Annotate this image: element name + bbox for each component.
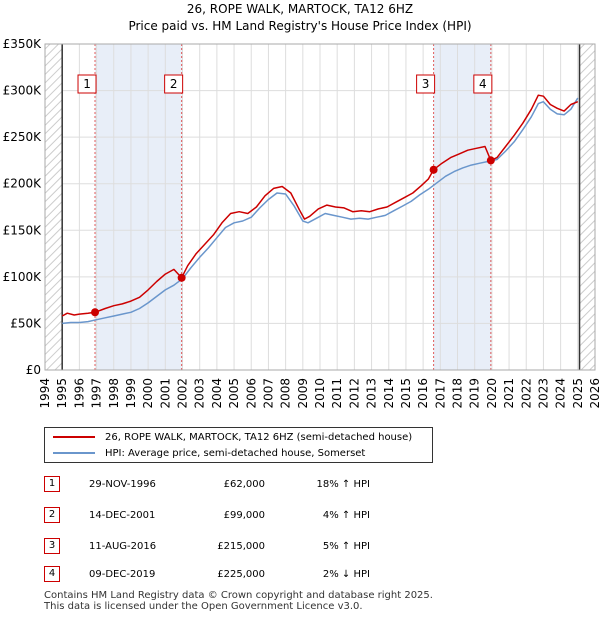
transaction-label-box [473,74,493,94]
transaction-date: 09-DEC-2019 [89,569,156,580]
sale-point [177,273,186,282]
x-tick-label: 2025 [571,378,585,409]
transaction-number: 4 [44,566,60,582]
x-tick-label: 2015 [399,378,413,409]
y-tick-label: £200K [3,177,43,191]
footer-line2: This data is licensed under the Open Gov… [44,601,363,612]
x-tick-label: 1998 [107,378,121,409]
legend-hpi-label: HPI: Average price, semi-detached house,… [105,447,366,459]
x-tick-label: 2010 [313,378,327,409]
y-tick-label: £0 [26,363,41,377]
x-tick-label: 2005 [227,378,241,409]
footer-line1: Contains HM Land Registry data © Crown c… [44,590,433,601]
x-tick-label: 2012 [347,378,361,409]
x-tick-label: 2013 [365,378,379,409]
transaction-label-number: 1 [83,77,91,91]
sale-point [91,308,100,317]
shaded-period [95,44,182,370]
x-tick-label: 2009 [296,378,310,409]
y-tick-label: £100K [3,270,43,284]
x-tick-label: 2023 [536,378,550,409]
y-tick-label: £50K [10,316,42,330]
legend-price-swatch [53,436,95,438]
x-tick-label: 2014 [382,378,396,409]
x-tick-label: 1999 [124,378,138,409]
transaction-hpi-change: 5% ↑ HPI [322,541,370,552]
x-tick-label: 2022 [519,378,533,409]
y-tick-label: £250K [3,130,43,144]
transaction-price: £215,000 [217,541,265,552]
x-tick-label: 2000 [141,378,155,409]
x-tick-label: 1997 [90,378,104,409]
x-tick-label: 2021 [502,378,516,409]
transaction-number: 1 [44,476,60,492]
transaction-hpi-change: 18% ↑ HPI [316,479,370,490]
transaction-row: 4 09-DEC-2019 £225,000 2% ↓ HPI [44,566,384,586]
x-tick-label: 2018 [451,378,465,409]
transaction-row: 1 29-NOV-1996 £62,000 18% ↑ HPI [44,476,384,496]
y-tick-label: £300K [3,84,43,98]
x-tick-label: 2002 [176,378,190,409]
transaction-hpi-change: 4% ↑ HPI [322,510,370,521]
transaction-label-number: 3 [422,77,430,91]
transaction-row: 3 11-AUG-2016 £215,000 5% ↑ HPI [44,538,384,558]
x-tick-label: 1995 [55,378,69,409]
x-tick-label: 2008 [279,378,293,409]
legend-item-price: 26, ROPE WALK, MARTOCK, TA12 6HZ (semi-d… [53,429,412,445]
x-tick-label: 2026 [588,378,600,409]
transaction-date: 11-AUG-2016 [89,541,157,552]
transaction-number: 2 [44,507,60,523]
chart-title-line1: 26, ROPE WALK, MARTOCK, TA12 6HZ [187,2,413,16]
transaction-label-box [77,74,97,94]
transaction-date: 14-DEC-2001 [89,510,156,521]
no-data-region-right [579,44,595,370]
transaction-label-number: 4 [479,77,487,91]
chart-legend: 26, ROPE WALK, MARTOCK, TA12 6HZ (semi-d… [44,427,433,463]
transaction-hpi-change: 2% ↓ HPI [322,569,370,580]
y-tick-label: £350K [3,37,43,51]
copyright-footer: Contains HM Land Registry data © Crown c… [44,590,433,612]
transaction-label-box [164,74,184,94]
x-tick-label: 2003 [193,378,207,409]
x-tick-label: 2011 [330,378,344,409]
legend-item-hpi: HPI: Average price, semi-detached house,… [53,445,365,461]
hpi-line [62,97,579,325]
price-chart: 26, ROPE WALK, MARTOCK, TA12 6HZ Price p… [3,2,600,409]
sale-point [429,165,438,174]
shaded-period [433,44,491,370]
x-tick-label: 2016 [416,378,430,409]
x-tick-label: 2024 [554,378,568,409]
chart-title-line2: Price paid vs. HM Land Registry's House … [128,19,471,33]
legend-hpi-swatch [53,452,95,454]
x-tick-label: 2001 [158,378,172,409]
x-tick-label: 2017 [433,378,447,409]
x-tick-label: 1994 [38,378,52,409]
transaction-label-box [416,74,436,94]
y-tick-label: £150K [3,223,43,237]
transaction-number: 3 [44,538,60,554]
x-tick-label: 2020 [485,378,499,409]
transaction-date: 29-NOV-1996 [89,479,156,490]
x-tick-label: 2019 [468,378,482,409]
no-data-region-left [45,44,63,370]
price-paid-line [61,94,579,317]
transaction-label-number: 2 [170,77,178,91]
legend-price-label: 26, ROPE WALK, MARTOCK, TA12 6HZ (semi-d… [105,431,413,443]
x-tick-label: 2007 [261,378,275,409]
plot-frame [44,43,596,371]
x-tick-label: 2006 [244,378,258,409]
transaction-row: 2 14-DEC-2001 £99,000 4% ↑ HPI [44,507,384,527]
transaction-price: £62,000 [223,479,265,490]
x-tick-label: 1996 [72,378,86,409]
x-tick-label: 2004 [210,378,224,409]
transaction-price: £99,000 [223,510,265,521]
transaction-price: £225,000 [217,569,265,580]
sale-point [486,156,495,165]
